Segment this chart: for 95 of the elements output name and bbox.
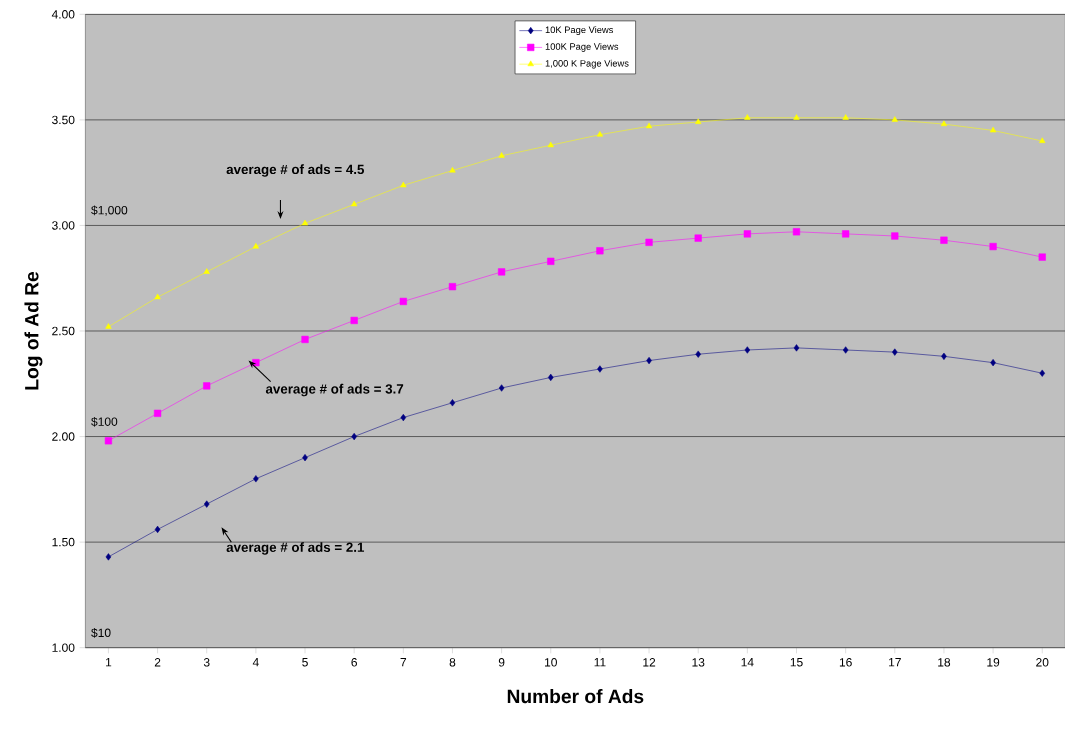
legend-label: 1,000 K Page Views <box>545 59 629 69</box>
x-tick-label: 12 <box>643 658 656 667</box>
point <box>892 348 898 356</box>
x-tick-label: 1 <box>106 658 112 667</box>
point <box>253 475 259 483</box>
point <box>498 152 505 158</box>
y-tick-label: 2.00 <box>52 432 75 441</box>
point <box>154 525 161 534</box>
x-tick-label: 17 <box>889 658 901 667</box>
point <box>989 126 997 133</box>
point <box>449 166 456 173</box>
x-tick-label: 8 <box>449 658 456 667</box>
point <box>744 114 751 120</box>
annotation: average # of ads = 3.7 <box>265 383 404 397</box>
point <box>547 141 554 148</box>
point <box>940 120 948 127</box>
point <box>498 268 506 276</box>
point <box>400 413 407 422</box>
y-tick-label: 1.50 <box>52 537 75 547</box>
x-tick-label: 4 <box>252 658 259 667</box>
point <box>104 437 113 445</box>
y-axis-title: Log of Ad Re <box>24 271 43 390</box>
point <box>547 257 555 265</box>
point <box>105 553 112 561</box>
y-tick-label: 4.00 <box>51 10 75 19</box>
annotation: $100 <box>91 416 118 427</box>
point <box>695 118 702 124</box>
point <box>597 365 603 373</box>
point <box>695 350 701 358</box>
point <box>596 247 604 255</box>
annotation: average # of ads = 4.5 <box>226 164 365 177</box>
point <box>891 232 899 240</box>
annotation: $10 <box>91 628 111 638</box>
x-tick-label: 19 <box>987 658 1000 667</box>
point <box>743 230 751 238</box>
annotation: $1,000 <box>91 205 128 216</box>
point <box>252 242 260 249</box>
x-tick-label: 13 <box>692 658 705 667</box>
x-tick-label: 6 <box>351 658 357 667</box>
x-tick-label: 16 <box>839 658 852 667</box>
point <box>448 283 457 291</box>
x-tick-label: 5 <box>302 658 308 667</box>
point <box>793 114 800 120</box>
point <box>301 335 309 344</box>
point <box>153 409 162 417</box>
legend-label: 10K Page Views <box>545 26 614 35</box>
point <box>645 122 653 129</box>
point <box>498 384 505 392</box>
point <box>793 344 800 352</box>
point <box>792 228 801 236</box>
point <box>842 346 849 354</box>
point <box>399 297 407 306</box>
point <box>989 242 997 251</box>
point <box>203 500 210 508</box>
point <box>301 219 309 226</box>
point <box>547 373 554 382</box>
point <box>105 323 112 329</box>
y-tick-label: 3.50 <box>52 115 75 125</box>
x-tick-label: 15 <box>790 658 803 667</box>
point <box>302 454 308 462</box>
point <box>645 238 653 246</box>
point <box>350 316 358 325</box>
point <box>1038 253 1046 261</box>
point <box>990 359 996 367</box>
x-tick-label: 14 <box>741 658 754 667</box>
x-tick-label: 2 <box>154 658 161 667</box>
point <box>1039 137 1046 143</box>
x-axis-title: Number of Ads <box>507 689 644 704</box>
x-tick-label: 20 <box>1036 658 1049 667</box>
x-tick-label: 9 <box>498 658 505 667</box>
point <box>1039 369 1046 377</box>
annotation: average # of ads = 2.1 <box>226 542 365 555</box>
y-tick-label: 2.50 <box>52 326 75 336</box>
x-tick-label: 3 <box>203 658 210 667</box>
y-tick-label: 3.00 <box>52 221 75 230</box>
x-tick-label: 11 <box>594 658 606 667</box>
x-tick-label: 7 <box>400 658 407 667</box>
point <box>154 293 161 300</box>
point <box>596 131 604 137</box>
legend-label: 100K Page Views <box>545 43 619 52</box>
x-tick-label: 10 <box>545 658 557 667</box>
point <box>842 114 849 120</box>
point <box>400 181 407 188</box>
point <box>891 116 898 122</box>
point <box>744 346 751 354</box>
x-tick-label: 18 <box>938 658 951 667</box>
point <box>842 230 850 238</box>
y-tick-label: 1.00 <box>52 643 75 652</box>
point <box>351 200 358 207</box>
point <box>203 382 211 390</box>
point <box>203 268 210 274</box>
point <box>449 399 456 407</box>
point <box>694 234 702 242</box>
point <box>940 236 948 244</box>
point <box>941 352 947 360</box>
